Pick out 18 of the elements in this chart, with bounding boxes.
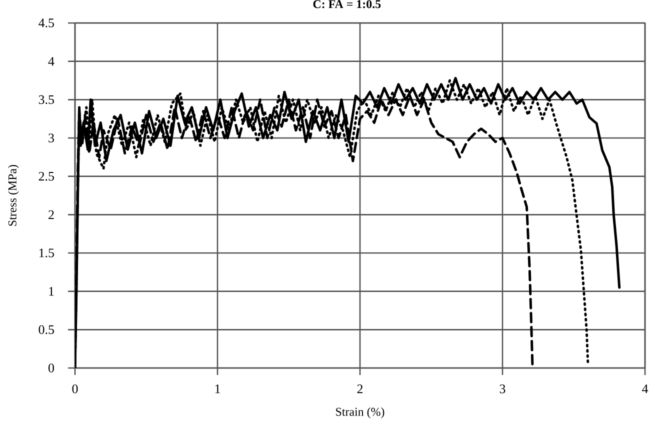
chart-title: C: FA = 1:0.5 (313, 0, 381, 8)
y-tick-label: 0 (48, 364, 54, 372)
y-tick-label: 4.5 (38, 18, 54, 28)
y-tick-label: 2.5 (38, 172, 54, 181)
y-tick-label: 4 (48, 57, 54, 66)
y-tick-label: 1.5 (39, 248, 54, 258)
x-axis-title: Strain (%) (336, 407, 384, 418)
y-tick-label: 0.5 (38, 325, 54, 334)
x-tick-label: 0 (72, 384, 78, 394)
y-tick-label: 1 (49, 287, 54, 296)
y-tick-label: 2 (48, 210, 54, 219)
x-tick-label: 4 (642, 384, 648, 394)
x-tick-label: 2 (357, 384, 363, 394)
x-tick-label: 1 (215, 384, 220, 394)
y-tick-label: 3.5 (38, 95, 54, 104)
x-tick-label: 3 (500, 384, 506, 394)
y-axis-title: Stress (MPa) (8, 164, 19, 226)
y-tick-label: 3 (48, 134, 54, 142)
